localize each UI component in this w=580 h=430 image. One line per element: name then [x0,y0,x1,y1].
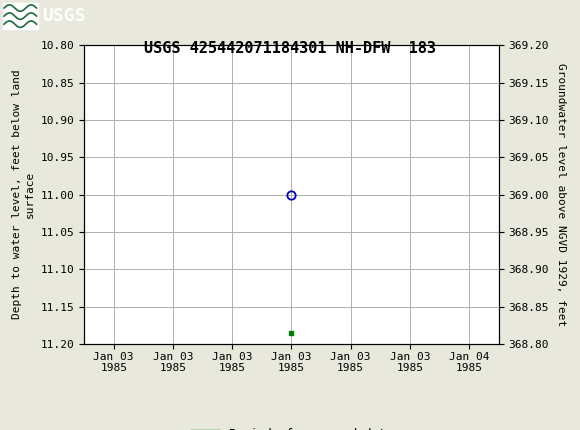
Legend: Period of approved data: Period of approved data [186,423,397,430]
Y-axis label: Groundwater level above NGVD 1929, feet: Groundwater level above NGVD 1929, feet [556,63,566,326]
Y-axis label: Depth to water level, feet below land
surface: Depth to water level, feet below land su… [12,70,35,319]
Text: USGS: USGS [42,7,85,25]
Text: USGS 425442071184301 NH-DFW  183: USGS 425442071184301 NH-DFW 183 [144,41,436,56]
FancyBboxPatch shape [3,3,38,29]
